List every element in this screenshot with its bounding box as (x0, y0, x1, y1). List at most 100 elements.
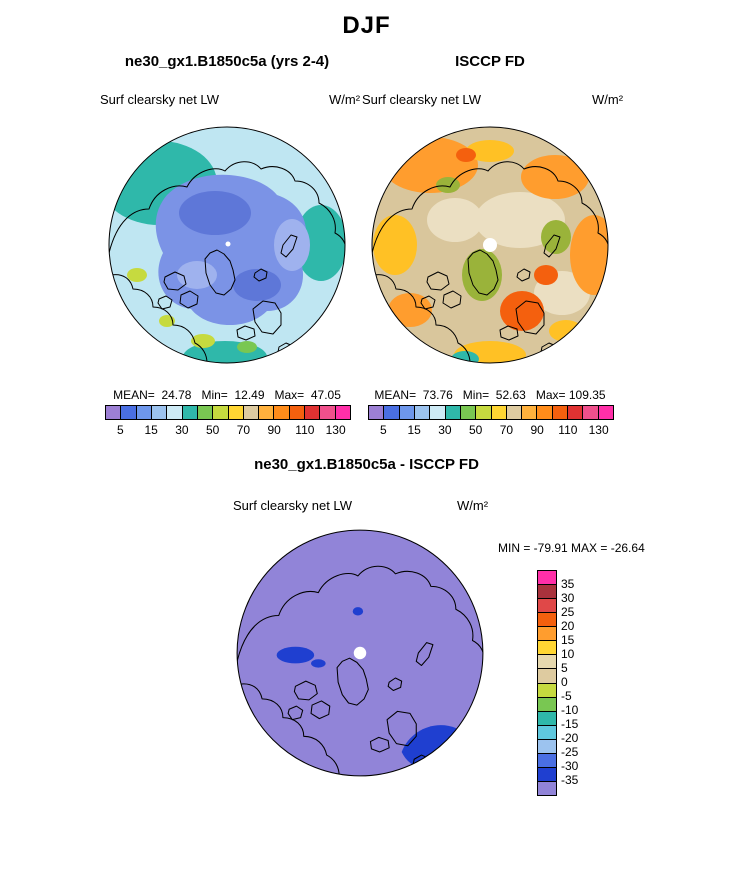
colorbar-tick-label: 130 (325, 423, 346, 437)
colorbar-segment (538, 599, 556, 614)
colorbar-segment (182, 406, 198, 419)
colorbar-tick-label: 0 (561, 675, 568, 689)
model-colorbar-ticks: 5 15 30 50 70 90 110 130 (105, 423, 351, 437)
colorbar-segment (384, 406, 400, 419)
diff-units-label: W/m² (457, 498, 489, 513)
colorbar-segment (136, 406, 152, 419)
obs-map (371, 126, 609, 364)
colorbar-segment (538, 571, 556, 586)
colorbar-segment (538, 585, 556, 600)
model-map (108, 126, 346, 364)
colorbar-tick-label: 30 (561, 591, 575, 605)
obs-colorbar (368, 405, 614, 420)
colorbar-segment (538, 627, 556, 642)
colorbar-segment (476, 406, 492, 419)
colorbar-segment (167, 406, 183, 419)
colorbar-segment (430, 406, 446, 419)
diff-colorbar (537, 570, 557, 796)
colorbar-segment (305, 406, 321, 419)
pole-marker (225, 241, 231, 247)
colorbar-segment (121, 406, 137, 419)
colorbar-segment (538, 697, 556, 712)
colorbar-segment (538, 725, 556, 740)
colorbar-tick-label: 5 (117, 423, 124, 437)
colorbar-segment (538, 781, 556, 795)
colorbar-segment (538, 767, 556, 782)
model-variable-label: Surf clearsky net LW (100, 92, 219, 107)
colorbar-tick-label: 30 (438, 423, 452, 437)
colorbar-segment (491, 406, 507, 419)
colorbar-tick-label: 35 (561, 577, 575, 591)
colorbar-segment (598, 406, 613, 419)
colorbar-tick-label: 10 (561, 647, 575, 661)
map-outline (371, 126, 609, 364)
colorbar-tick-label: 5 (380, 423, 387, 437)
colorbar-tick-label: 15 (561, 633, 575, 647)
colorbar-segment (106, 406, 122, 419)
colorbar-segment (243, 406, 260, 419)
colorbar-segment (538, 753, 556, 768)
colorbar-tick-label: -5 (561, 689, 572, 703)
colorbar-segment (320, 406, 336, 419)
diff-panel-header: ne30_gx1.B1850c5a - ISCCP FD (254, 456, 479, 473)
colorbar-tick-label: -35 (561, 773, 579, 787)
colorbar-tick-label: -20 (561, 731, 579, 745)
colorbar-segment (568, 406, 584, 419)
colorbar-tick-label: 20 (561, 619, 575, 633)
colorbar-segment (414, 406, 431, 419)
model-stats: MEAN= 24.78 Min= 12.49 Max= 47.05 (113, 388, 341, 402)
colorbar-segment (445, 406, 461, 419)
diff-map-fill (237, 530, 483, 776)
colorbar-tick-label: 25 (561, 605, 575, 619)
map-outline (236, 529, 484, 777)
colorbar-tick-label: 90 (530, 423, 544, 437)
diff-colorbar-labels: 35 30 25 20 15 10 5 0 -5 -10 -15 -20 -25 -30 -35 (561, 577, 578, 787)
colorbar-tick-label: 70 (236, 423, 251, 437)
obs-variable-label: Surf clearsky net LW (362, 92, 481, 107)
colorbar-tick-label: 70 (499, 423, 514, 437)
colorbar-segment (537, 406, 553, 419)
colorbar-segment (213, 406, 229, 419)
colorbar-tick-label: -10 (561, 703, 579, 717)
colorbar-segment (538, 613, 556, 628)
map-outline (108, 126, 346, 364)
diff-variable-label: Surf clearsky net LW (233, 498, 352, 513)
colorbar-tick-label: 5 (561, 661, 568, 675)
colorbar-segment (460, 406, 477, 419)
colorbar-segment (399, 406, 415, 419)
page-title: DJF (342, 12, 391, 39)
colorbar-segment (538, 683, 556, 698)
colorbar-tick-label: -30 (561, 759, 579, 773)
colorbar-tick-label: -25 (561, 745, 579, 759)
colorbar-segment (197, 406, 214, 419)
colorbar-segment (335, 406, 350, 419)
obs-map-fill (372, 127, 608, 363)
colorbar-segment (289, 406, 306, 419)
colorbar-tick-label: 50 (205, 423, 220, 437)
colorbar-segment (151, 406, 168, 419)
colorbar-segment (522, 406, 538, 419)
colorbar-segment (538, 641, 556, 656)
model-panel-header: ne30_gx1.B1850c5a (yrs 2-4) (124, 53, 330, 70)
diff-minmax: MIN = -79.91 MAX = -26.64 (498, 541, 645, 555)
colorbar-segment (552, 406, 569, 419)
colorbar-tick-label: 90 (267, 423, 281, 437)
pole-marker (483, 238, 497, 252)
colorbar-segment (259, 406, 275, 419)
model-units-label: W/m² (329, 92, 361, 107)
obs-units-label: W/m² (592, 92, 624, 107)
colorbar-segment (538, 711, 556, 726)
model-map-fill (109, 127, 345, 363)
obs-panel-header: ISCCP FD (455, 53, 525, 70)
colorbar-tick-label: 15 (407, 423, 421, 437)
colorbar-segment (369, 406, 385, 419)
colorbar-segment (538, 655, 556, 670)
obs-colorbar-ticks: 5 15 30 50 70 90 110 130 (368, 423, 614, 437)
colorbar-tick-label: -15 (561, 717, 579, 731)
colorbar-tick-label: 110 (295, 423, 315, 437)
colorbar-segment (538, 739, 556, 754)
model-colorbar (105, 405, 351, 420)
pole-marker (353, 646, 367, 660)
colorbar-tick-label: 30 (175, 423, 189, 437)
